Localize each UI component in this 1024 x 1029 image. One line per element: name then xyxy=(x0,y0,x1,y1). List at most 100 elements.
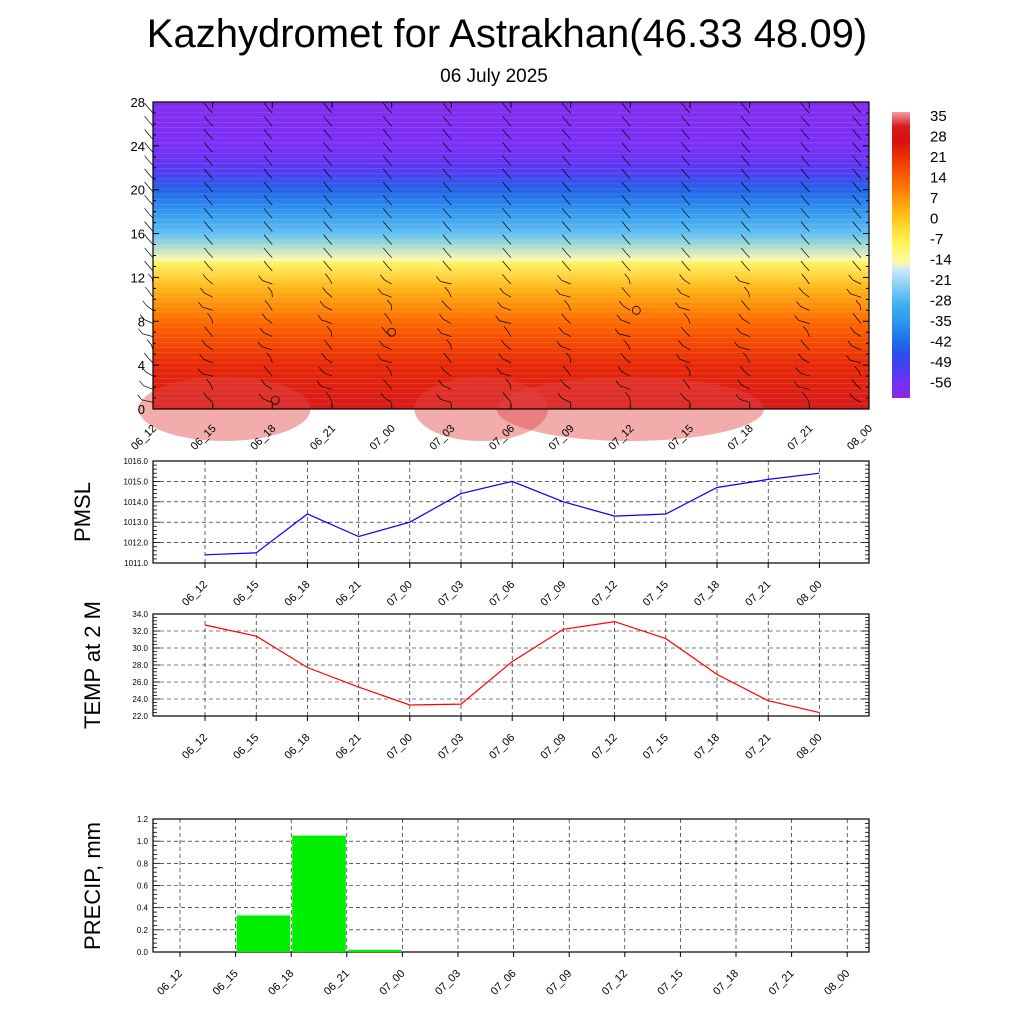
precip-bar xyxy=(237,915,291,952)
x-tick-label: 07_03 xyxy=(436,732,466,762)
y-tick-label: 24.0 xyxy=(132,695,148,704)
colorbar-label: -28 xyxy=(930,293,952,310)
y-tick-label: 1016.0 xyxy=(124,457,149,466)
y-tick-label: 12 xyxy=(131,270,145,285)
x-tick-label: 06_12 xyxy=(180,732,210,762)
y-tick-label: 32.0 xyxy=(132,627,148,636)
y-tick-label: 0.0 xyxy=(137,948,149,957)
wind-barb xyxy=(145,169,153,179)
colorbar-label: 14 xyxy=(930,170,947,187)
y-axis-title: TEMP at 2 M xyxy=(80,601,105,729)
y-tick-label: 0.4 xyxy=(137,904,149,913)
wind-barb xyxy=(138,329,153,337)
y-tick-label: 34.0 xyxy=(132,610,148,619)
x-tick-label: 07_00 xyxy=(385,732,415,762)
x-tick-label: 08_00 xyxy=(822,968,852,998)
x-tick-label: 07_21 xyxy=(767,968,797,998)
y-tick-label: 1013.0 xyxy=(124,518,149,527)
chart-subtitle: 06 July 2025 xyxy=(440,66,548,87)
x-tick-label: 06_15 xyxy=(231,579,261,609)
x-tick-label: 06_12 xyxy=(129,423,159,453)
wind-barb xyxy=(140,381,154,390)
x-tick-label: 07_15 xyxy=(641,732,671,762)
precip-bar xyxy=(348,950,402,952)
y-tick-label: 26.0 xyxy=(132,678,148,687)
y-tick-label: 30.0 xyxy=(132,644,148,653)
y-tick-label: 0.8 xyxy=(137,859,149,868)
colorbar-label: 7 xyxy=(930,190,938,207)
y-axis-title: PRECIP, mm xyxy=(80,822,105,950)
wind-barb xyxy=(147,340,153,350)
wind-barb xyxy=(145,208,153,218)
y-tick-label: 28 xyxy=(131,95,145,110)
y-tick-label: 16 xyxy=(131,227,145,242)
x-tick-label: 07_06 xyxy=(489,968,519,998)
wind-barb xyxy=(145,103,153,113)
wind-barb xyxy=(148,274,153,284)
y-tick-label: 28.0 xyxy=(132,661,148,670)
x-tick-label: 07_06 xyxy=(487,732,517,762)
y-tick-label: 1011.0 xyxy=(124,559,148,568)
y-tick-label: 0.6 xyxy=(137,882,149,891)
y-tick-label: 8 xyxy=(138,314,145,329)
y-tick-label: 1015.0 xyxy=(124,477,149,486)
x-tick-label: 08_00 xyxy=(845,423,875,453)
x-tick-label: 07_15 xyxy=(655,968,685,998)
y-tick-label: 1012.0 xyxy=(124,539,149,548)
x-tick-label: 07_21 xyxy=(785,423,815,453)
x-tick-label: 06_21 xyxy=(334,579,364,609)
x-tick-label: 07_09 xyxy=(538,732,568,762)
x-tick-label: 07_18 xyxy=(692,579,722,609)
wind-barb xyxy=(145,116,153,126)
chart-title: Kazhydromet for Astrakhan(46.33 48.09) xyxy=(147,12,867,56)
x-tick-label: 07_03 xyxy=(433,968,463,998)
colorbar-label: -35 xyxy=(930,313,952,330)
x-tick-label: 07_12 xyxy=(600,968,630,998)
colorbar-label: 21 xyxy=(930,149,947,166)
y-tick-label: 1.0 xyxy=(137,837,149,846)
y-tick-label: 22.0 xyxy=(132,712,148,721)
x-tick-label: 07_00 xyxy=(385,579,415,609)
x-tick-label: 07_00 xyxy=(368,423,398,453)
wind-barb xyxy=(145,235,153,245)
x-tick-label: 06_21 xyxy=(334,732,364,762)
x-tick-label: 07_15 xyxy=(641,579,671,609)
x-tick-label: 07_03 xyxy=(436,579,466,609)
x-tick-label: 07_06 xyxy=(487,579,517,609)
x-tick-label: 07_21 xyxy=(743,732,773,762)
x-tick-label: 07_12 xyxy=(590,579,620,609)
x-tick-label: 07_12 xyxy=(590,732,620,762)
wind-barb xyxy=(145,195,153,205)
colorbar-label: 0 xyxy=(930,211,938,228)
wind-barb xyxy=(145,261,153,271)
colorbar-scale xyxy=(892,112,910,398)
wind-barb xyxy=(145,156,153,166)
x-tick-label: 08_00 xyxy=(794,579,824,609)
colorbar-label: -14 xyxy=(930,252,952,269)
y-tick-label: 4 xyxy=(138,358,145,373)
y-axis-title: PMSL xyxy=(70,482,95,542)
y-tick-label: 1.2 xyxy=(137,815,149,824)
x-tick-label: 06_21 xyxy=(308,423,338,453)
wind-barb xyxy=(145,143,153,153)
x-tick-label: 07_21 xyxy=(743,579,773,609)
panel-frame xyxy=(153,461,869,563)
x-tick-label: 07_18 xyxy=(711,968,741,998)
x-tick-label: 07_09 xyxy=(538,579,568,609)
colorbar-label: -49 xyxy=(930,354,952,371)
y-tick-label: 0 xyxy=(138,402,145,417)
wind-barb xyxy=(143,301,153,311)
x-tick-label: 07_18 xyxy=(692,732,722,762)
wind-barb xyxy=(145,287,153,297)
x-tick-label: 06_12 xyxy=(180,579,210,609)
wind-barb xyxy=(144,353,153,363)
x-tick-label: 06_12 xyxy=(155,968,185,998)
colorbar-label: -21 xyxy=(930,272,952,289)
y-tick-label: 0.2 xyxy=(137,926,149,935)
